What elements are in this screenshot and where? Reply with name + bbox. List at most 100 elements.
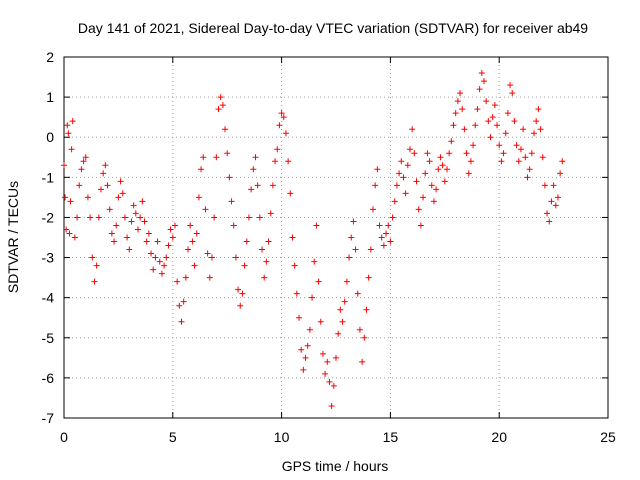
data-point: [163, 254, 170, 261]
data-point: [335, 330, 342, 337]
data-point: [291, 262, 298, 269]
plot-frame: [63, 56, 609, 419]
x-tick-label: 20: [491, 429, 507, 445]
data-point: [402, 190, 409, 197]
data-point: [480, 78, 487, 85]
data-point: [289, 234, 296, 241]
data-point: [93, 262, 100, 269]
data-point: [474, 106, 481, 113]
data-point: [528, 150, 535, 157]
data-point: [241, 262, 248, 269]
data-point: [82, 154, 89, 161]
data-point: [476, 86, 483, 93]
data-point: [280, 114, 287, 121]
x-tick-label: 5: [169, 429, 177, 445]
data-point: [61, 162, 67, 169]
data-point: [428, 182, 435, 189]
x-axis-label: GPS time / hours: [282, 458, 389, 474]
data-point: [143, 238, 150, 245]
data-point: [130, 202, 137, 209]
data-point: [502, 130, 509, 137]
data-point: [522, 154, 529, 161]
data-point: [117, 178, 124, 185]
data-point: [324, 358, 331, 365]
data-point: [243, 238, 250, 245]
data-point: [383, 230, 390, 237]
data-point: [415, 206, 422, 213]
data-point: [422, 170, 429, 177]
data-point: [420, 194, 427, 201]
data-point: [513, 142, 520, 149]
data-point: [376, 222, 383, 229]
data-point: [498, 158, 505, 165]
data-point: [161, 262, 168, 269]
data-point: [139, 198, 146, 205]
data-point: [413, 178, 420, 185]
data-point: [226, 174, 233, 181]
data-point: [67, 198, 74, 205]
data-point: [158, 270, 165, 277]
data-point: [361, 334, 368, 341]
data-point: [267, 210, 274, 217]
data-point: [80, 158, 87, 165]
data-point: [317, 318, 324, 325]
data-point: [256, 214, 263, 221]
data-point: [204, 250, 211, 257]
y-tick-label: -2: [42, 209, 55, 225]
data-point: [430, 198, 437, 205]
data-point: [128, 218, 135, 225]
data-point: [391, 198, 398, 205]
data-point: [463, 150, 470, 157]
data-point: [185, 246, 192, 253]
data-point: [245, 214, 252, 221]
data-point: [467, 158, 474, 165]
y-axis-label: SDTVAR / TECUs: [5, 181, 21, 293]
data-point: [448, 138, 455, 145]
data-point: [250, 166, 257, 173]
data-point: [191, 262, 198, 269]
data-point: [348, 234, 355, 241]
data-point: [121, 214, 128, 221]
data-point: [398, 158, 405, 165]
data-point: [141, 218, 148, 225]
data-point: [180, 298, 187, 305]
data-point: [239, 290, 246, 297]
data-point: [115, 194, 122, 201]
data-point: [404, 162, 411, 169]
data-point: [285, 158, 292, 165]
data-point: [176, 302, 183, 309]
data-point: [97, 186, 104, 193]
data-point: [150, 266, 157, 273]
y-tick-label: 1: [46, 89, 54, 105]
data-point: [483, 98, 490, 105]
data-point: [208, 254, 215, 261]
data-point: [433, 186, 440, 193]
data-point: [263, 258, 270, 265]
y-tick-label: -3: [42, 250, 55, 266]
data-point: [68, 146, 75, 153]
data-point: [354, 290, 361, 297]
data-point: [537, 126, 544, 133]
data-point: [515, 158, 522, 165]
data-point: [507, 82, 514, 89]
data-point: [108, 230, 115, 237]
data-point: [443, 166, 450, 173]
data-point: [113, 222, 120, 229]
data-point: [206, 274, 213, 281]
data-point: [89, 254, 96, 261]
data-point: [496, 142, 503, 149]
data-point: [509, 90, 516, 97]
data-point: [65, 130, 72, 137]
data-point: [302, 354, 309, 361]
data-point: [552, 202, 559, 209]
data-point: [559, 158, 566, 165]
x-tick-label: 15: [383, 429, 399, 445]
data-point: [237, 302, 244, 309]
data-point: [326, 378, 333, 385]
data-point: [64, 122, 71, 129]
data-point: [315, 278, 322, 285]
data-point: [174, 278, 181, 285]
data-point: [78, 166, 85, 173]
data-point: [380, 242, 387, 249]
